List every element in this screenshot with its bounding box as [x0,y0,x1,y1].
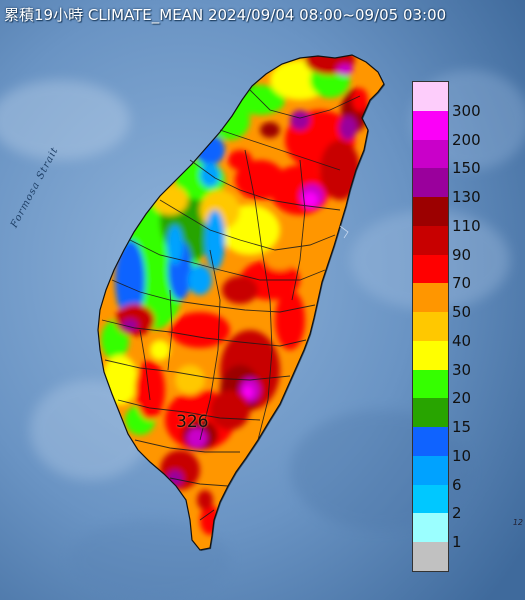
legend-label: 30 [452,360,472,379]
legend-swatch [413,312,448,341]
rainfall-patch [115,240,145,320]
rainfall-patch [197,490,213,510]
map-title: 累積19小時 CLIMATE_MEAN 2024/09/04 08:00~09/… [4,6,447,24]
rainfall-patch [150,340,170,360]
legend-label: 2 [452,504,462,523]
legend-swatch [413,369,448,399]
legend-label: 150 [452,159,481,178]
rainfall-patch [260,122,280,138]
legend-swatch [413,513,448,542]
rainfall-patch [135,360,165,420]
legend-label: 40 [452,331,472,350]
rainfall-patch [188,265,212,295]
rainfall-patch [175,365,205,395]
rainfall-patch [200,163,220,187]
legend-swatch [413,283,448,312]
legend-swatch [413,484,448,514]
legend-swatch [413,254,448,284]
rainfall-patch [210,390,250,430]
legend-label: 110 [452,216,481,235]
legend-label: 10 [452,446,472,465]
legend-swatch [413,398,448,427]
rainfall-patch [205,210,225,270]
legend-label: 300 [452,101,481,120]
rainfall-patch [265,250,295,270]
legend-swatch [413,427,448,456]
rainfall-patch [167,225,183,265]
rainfall-patch [115,304,155,336]
legend-labels: 300 200 150 130 110 90 70 50 40 30 20 15 10 6 2 1 [452,81,512,570]
legend-swatch [413,340,448,370]
rainfall-patch [290,110,310,130]
rainfall-patch [352,88,368,112]
legend-label: 70 [452,274,472,293]
rainfall-patch [243,386,253,398]
legend-swatch [413,139,448,169]
legend-swatch [413,197,448,226]
legend-label: 90 [452,245,472,264]
legend-label: 200 [452,130,481,149]
rainfall-patch [275,290,305,350]
legend-label: 15 [452,418,472,437]
rainfall-patch [222,276,258,304]
legend-swatch [413,542,448,571]
legend-swatch [413,110,448,140]
max-value-label: 326 [176,412,209,432]
legend-label: 20 [452,389,472,408]
color-legend [412,81,449,572]
rainfall-patch [339,116,357,140]
legend-swatch [413,455,448,485]
legend-label: 1 [452,533,462,552]
rainfall-patch [302,192,318,208]
legend-swatch [413,225,448,255]
legend-swatch [413,82,448,111]
legend-label: 130 [452,188,481,207]
legend-label: 6 [452,475,462,494]
legend-swatch [413,168,448,197]
edge-mark: 12 [512,518,523,527]
rainfall-patch [235,160,285,200]
rainfall-patch [170,312,230,348]
rainfall-patch [337,64,353,76]
legend-label: 50 [452,303,472,322]
